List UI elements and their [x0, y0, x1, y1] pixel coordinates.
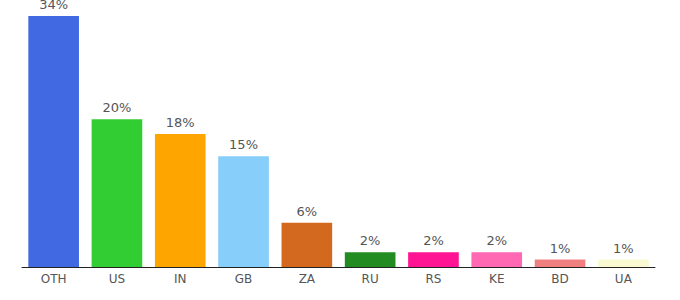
svg-text:15%: 15% — [229, 137, 258, 152]
svg-text:2%: 2% — [486, 233, 507, 248]
svg-text:1%: 1% — [613, 241, 634, 256]
svg-text:OTH: OTH — [41, 272, 67, 286]
svg-text:18%: 18% — [166, 115, 195, 130]
svg-text:KE: KE — [489, 272, 504, 286]
svg-text:UA: UA — [615, 272, 633, 286]
svg-text:US: US — [109, 272, 125, 286]
svg-text:2%: 2% — [423, 233, 444, 248]
svg-text:6%: 6% — [297, 204, 318, 219]
svg-text:20%: 20% — [102, 100, 131, 115]
svg-text:34%: 34% — [39, 0, 68, 12]
svg-text:2%: 2% — [360, 233, 381, 248]
svg-text:1%: 1% — [550, 241, 571, 256]
svg-text:GB: GB — [235, 272, 253, 286]
svg-text:BD: BD — [551, 272, 568, 286]
svg-text:ZA: ZA — [299, 272, 316, 286]
svg-text:RU: RU — [362, 272, 379, 286]
svg-text:IN: IN — [174, 272, 187, 286]
svg-text:RS: RS — [425, 272, 441, 286]
